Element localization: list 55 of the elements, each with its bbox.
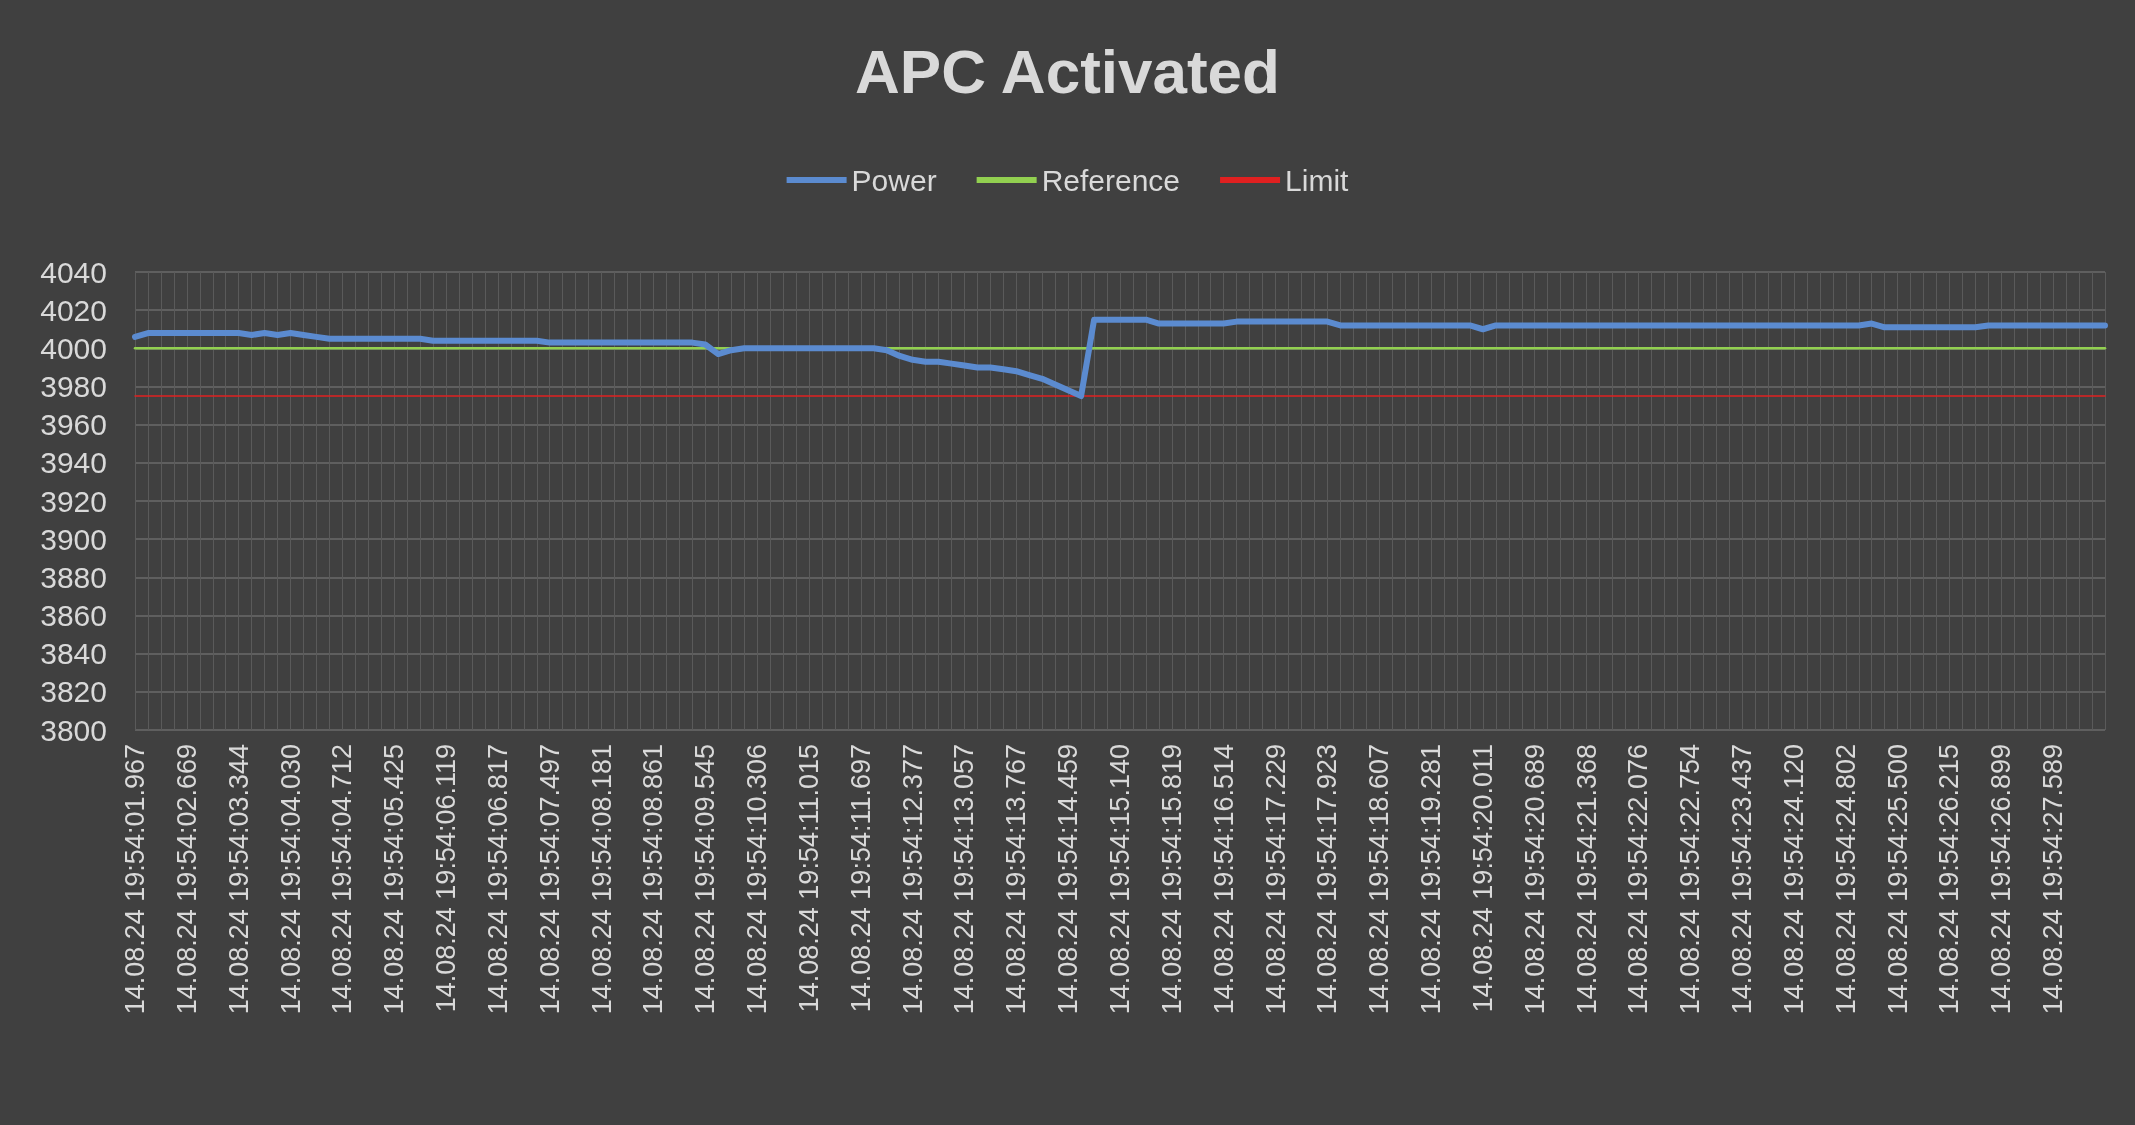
x-tick-label: 14.08.24 19:54:19.281 [1416,744,1447,1015]
x-tick-label: 14.08.24 19:54:13.767 [1001,744,1032,1015]
y-tick-label: 3900 [40,522,107,556]
x-tick-label: 14.08.24 19:54:25.500 [1882,744,1913,1015]
y-tick-label: 3960 [40,408,107,442]
y-tick-label: 3940 [40,446,107,480]
legend-label: Limit [1285,163,1350,197]
x-tick-label: 14.08.24 19:54:17.229 [1260,744,1291,1015]
y-tick-label: 3800 [40,713,107,747]
y-tick-label: 3860 [40,599,107,632]
x-tick-label: 14.08.24 19:54:27.589 [2038,744,2069,1015]
x-tick-label: 14.08.24 19:54:10.306 [742,744,773,1015]
y-tick-label: 3920 [40,484,107,518]
x-tick-label: 14.08.24 19:54:14.459 [1053,744,1084,1015]
x-tick-label: 14.08.24 19:54:16.514 [1208,744,1239,1015]
x-tick-label: 14.08.24 19:54:03.344 [223,744,254,1015]
x-tick-label: 14.08.24 19:54:26.899 [1986,744,2017,1015]
x-tick-label: 14.08.24 19:54:20.011 [1467,744,1498,1013]
x-tick-label: 14.08.24 19:54:08.861 [638,744,669,1015]
x-tick-label: 14.08.24 19:54:20.689 [1519,744,1550,1015]
x-tick-label: 14.08.24 19:54:21.368 [1571,744,1602,1015]
y-tick-label: 3820 [40,675,107,709]
x-tick-label: 14.08.24 19:54:06.119 [431,744,462,1013]
x-tick-label: 14.08.24 19:54:12.377 [897,744,928,1015]
x-tick-label: 14.08.24 19:54:06.817 [482,744,513,1015]
x-tick-label: 14.08.24 19:54:04.712 [327,744,358,1015]
x-tick-label: 14.08.24 19:54:22.076 [1623,744,1654,1015]
x-tick-label: 14.08.24 19:54:24.120 [1778,744,1809,1015]
x-tick-label: 14.08.24 19:54:15.140 [1105,744,1135,1015]
y-tick-label: 4000 [40,331,107,365]
x-tick-label: 14.08.24 19:54:22.754 [1675,744,1706,1015]
y-tick-label: 3880 [40,560,107,594]
x-tick-label: 14.08.24 19:54:15.819 [1156,744,1187,1015]
y-tick-label: 3980 [40,370,107,403]
legend-label: Power [851,163,937,197]
x-tick-label: 14.08.24 19:54:18.607 [1364,744,1395,1015]
y-tick-label: 3840 [40,637,107,671]
x-tick-label: 14.08.24 19:54:11.697 [845,744,876,1013]
y-tick-label: 4020 [40,293,107,327]
x-tick-label: 14.08.24 19:54:04.030 [275,744,306,1015]
x-tick-label: 14.08.24 19:54:08.181 [586,744,617,1015]
x-tick-label: 14.08.24 19:54:26.215 [1934,744,1965,1015]
x-tick-label: 14.08.24 19:54:01.967 [120,744,150,1015]
x-tick-label: 14.08.24 19:54:02.669 [171,744,202,1015]
x-tick-label: 14.08.24 19:54:13.057 [949,744,980,1015]
x-tick-label: 14.08.24 19:54:24.802 [1830,744,1861,1015]
x-tick-label: 14.08.24 19:54:11.015 [793,744,824,1013]
x-tick-label: 14.08.24 19:54:23.437 [1727,744,1758,1015]
y-tick-label: 4040 [40,255,107,289]
x-tick-label: 14.08.24 19:54:07.497 [534,744,565,1015]
x-tick-label: 14.08.24 19:54:05.425 [379,744,410,1015]
x-tick-label: 14.08.24 19:54:09.545 [690,744,721,1015]
legend-label: Reference [1041,163,1181,197]
x-tick-label: 14.08.24 19:54:17.923 [1312,744,1343,1015]
chart-title: APC Activated [855,36,1280,106]
